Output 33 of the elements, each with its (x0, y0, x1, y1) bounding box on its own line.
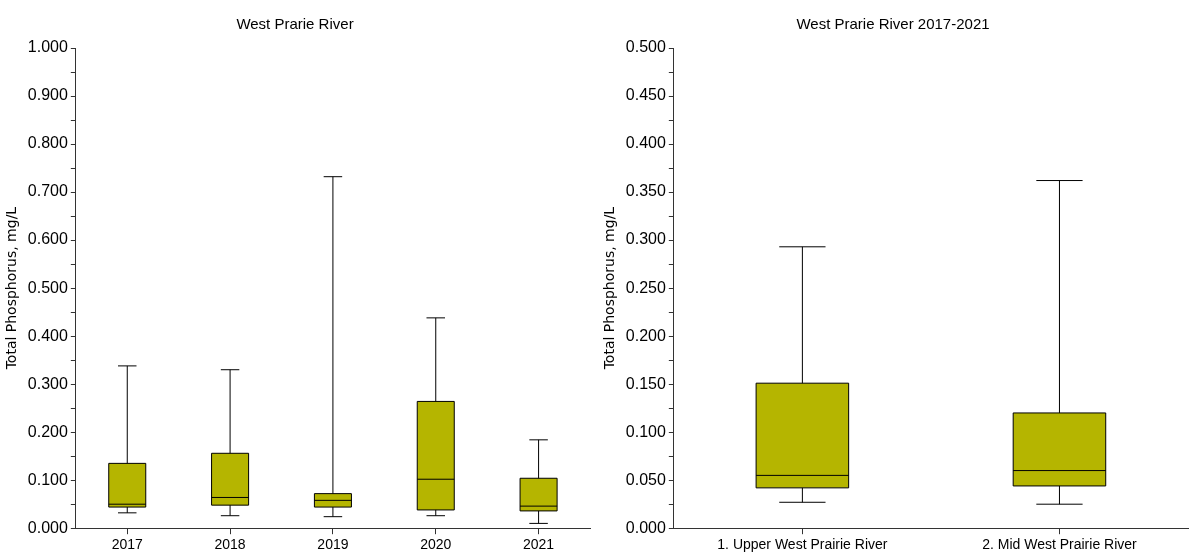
y-tick-label: 0.500 (27, 278, 68, 296)
y-tick-label: 0.000 (27, 518, 68, 536)
y-tick-label: 0.250 (625, 278, 666, 296)
y-tick-label: 0.400 (625, 134, 666, 152)
y-tick-label: 0.600 (27, 230, 68, 248)
y-tick-label: 0.200 (27, 422, 68, 440)
x-tick-label: 2019 (317, 536, 349, 553)
chart-title: West Prarie River 2017-2021 (796, 15, 990, 33)
x-tick-label: 2018 (214, 536, 246, 553)
y-tick-label: 0.100 (27, 470, 68, 488)
y-tick-label: 0.500 (625, 38, 666, 56)
y-tick-label: 0.200 (625, 326, 666, 344)
x-tick-label: 2017 (111, 536, 144, 553)
y-tick-label: 0.900 (27, 86, 68, 104)
y-tick-label: 0.350 (625, 182, 666, 200)
y-tick-label: 0.400 (27, 326, 68, 344)
x-tick-label: 1. Upper West Prairie River (717, 536, 888, 553)
chart-title: West Prarie River (236, 15, 354, 33)
y-tick-label: 0.800 (27, 134, 68, 152)
x-tick-label: 2020 (420, 536, 452, 553)
y-tick-label: 0.700 (27, 182, 68, 200)
y-axis-title: Total Phosphorus, mg/L (601, 206, 618, 371)
y-tick-label: 0.450 (625, 86, 666, 104)
y-tick-label: 0.150 (625, 374, 666, 392)
y-tick-label: 0.300 (625, 230, 666, 248)
y-tick-label: 0.100 (625, 422, 666, 440)
x-tick-label: 2. Mid West Prairie River (982, 536, 1138, 553)
y-axis-title: Total Phosphorus, mg/L (3, 206, 20, 371)
x-tick-label: 2021 (523, 536, 555, 553)
y-tick-label: 0.300 (27, 374, 68, 392)
y-tick-label: 0.050 (625, 470, 666, 488)
y-tick-label: 0.000 (625, 518, 666, 536)
y-tick-label: 1.000 (27, 38, 68, 56)
